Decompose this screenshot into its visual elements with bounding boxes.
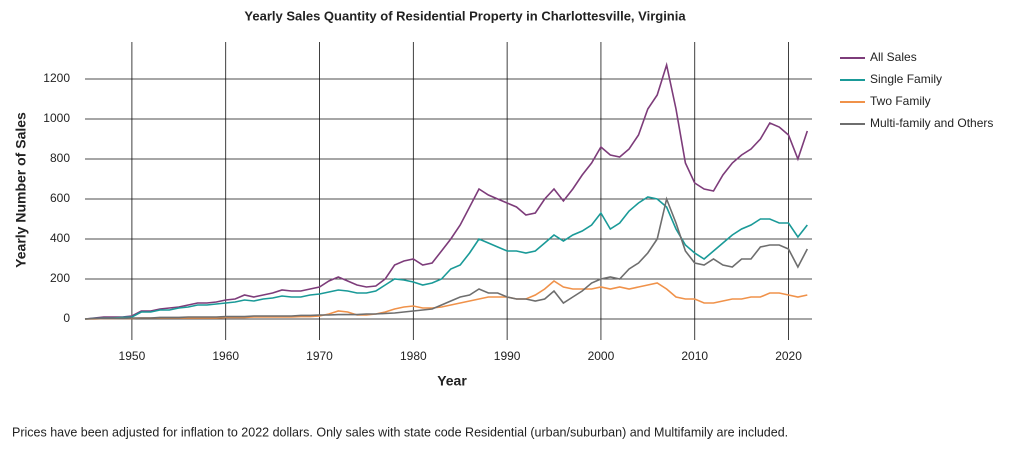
y-axis-label: Yearly Number of Sales bbox=[13, 112, 29, 268]
y-tick-label: 1000 bbox=[43, 111, 70, 125]
y-tick-label: 0 bbox=[63, 311, 70, 325]
legend-label: Two Family bbox=[870, 94, 931, 108]
footnote: Prices have been adjusted for inflation … bbox=[12, 425, 788, 439]
chart-title: Yearly Sales Quantity of Residential Pro… bbox=[244, 8, 686, 23]
series-line bbox=[84, 196, 808, 320]
x-tick-label: 2010 bbox=[681, 349, 708, 363]
x-tick-label: 1960 bbox=[212, 349, 239, 363]
y-tick-label: 600 bbox=[50, 191, 70, 205]
series-line bbox=[85, 280, 808, 320]
legend-label: Single Family bbox=[870, 72, 942, 86]
x-axis-label: Year bbox=[437, 373, 467, 389]
x-tick-label: 2000 bbox=[588, 349, 615, 363]
x-tick-label: 1980 bbox=[400, 349, 427, 363]
y-tick-label: 400 bbox=[50, 231, 70, 245]
x-tick-label: 1990 bbox=[494, 349, 521, 363]
y-tick-label: 1200 bbox=[43, 71, 70, 85]
y-tick-label: 800 bbox=[50, 151, 70, 165]
x-tick-label: 1950 bbox=[119, 349, 146, 363]
series-line bbox=[84, 196, 809, 320]
series-line bbox=[84, 61, 809, 320]
x-tick-label: 2020 bbox=[775, 349, 802, 363]
legend-label: Multi-family and Others bbox=[870, 116, 993, 130]
legend-label: All Sales bbox=[870, 50, 917, 64]
y-tick-label: 200 bbox=[50, 271, 70, 285]
x-tick-label: 1970 bbox=[306, 349, 333, 363]
